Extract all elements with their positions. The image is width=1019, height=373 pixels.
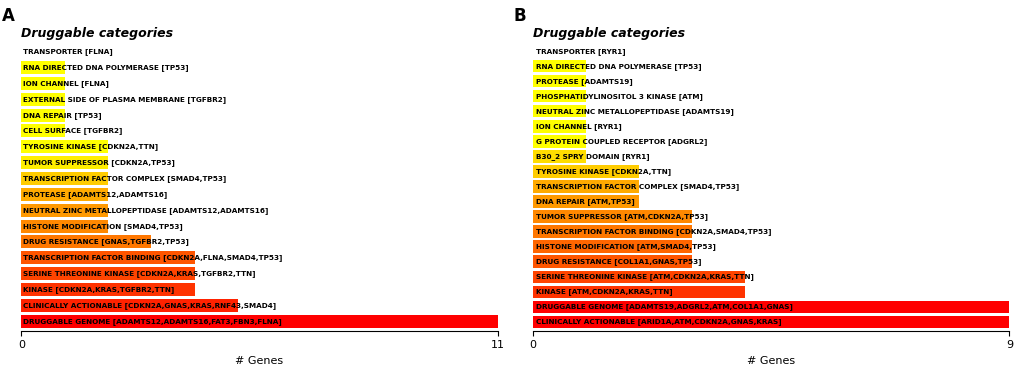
Bar [533,316,1009,328]
Text: KINASE [CDKN2A,KRAS,TGFBR2,TTN]: KINASE [CDKN2A,KRAS,TGFBR2,TTN] [23,286,174,293]
Text: PROTEASE [ADAMTS12,ADAMTS16]: PROTEASE [ADAMTS12,ADAMTS16] [23,191,167,198]
Bar [21,299,237,312]
Bar [533,120,585,132]
Bar [533,241,691,253]
Bar [533,256,691,268]
Text: Druggable categories: Druggable categories [533,26,685,40]
Bar [21,156,108,169]
Text: DNA REPAIR [TP53]: DNA REPAIR [TP53] [23,112,102,119]
Text: KINASE [ATM,CDKN2A,KRAS,TTN]: KINASE [ATM,CDKN2A,KRAS,TTN] [535,288,672,295]
Text: RNA DIRECTED DNA POLYMERASE [TP53]: RNA DIRECTED DNA POLYMERASE [TP53] [23,64,189,71]
Bar [21,77,64,90]
Text: CLINICALLY ACTIONABLE [CDKN2A,GNAS,KRAS,RNF43,SMAD4]: CLINICALLY ACTIONABLE [CDKN2A,GNAS,KRAS,… [23,302,276,309]
Bar [533,180,638,192]
Bar [21,204,108,217]
Text: TYROSINE KINASE [CDKN2A,TTN]: TYROSINE KINASE [CDKN2A,TTN] [535,168,671,175]
Text: Druggable categories: Druggable categories [21,26,173,40]
Bar [21,251,195,264]
Text: A: A [2,7,15,25]
Bar [533,90,585,103]
Text: ION CHANNEL [RYR1]: ION CHANNEL [RYR1] [535,123,621,130]
Bar [21,188,108,201]
Text: EXTERNAL SIDE OF PLASMA MEMBRANE [TGFBR2]: EXTERNAL SIDE OF PLASMA MEMBRANE [TGFBR2… [23,96,226,103]
Text: TRANSPORTER [RYR1]: TRANSPORTER [RYR1] [535,48,625,55]
Text: PROTEASE [ADAMTS19]: PROTEASE [ADAMTS19] [535,78,632,85]
Text: TRANSCRIPTION FACTOR BINDING [CDKN2A,FLNA,SMAD4,TP53]: TRANSCRIPTION FACTOR BINDING [CDKN2A,FLN… [23,254,282,261]
Text: TRANSCRIPTION FACTOR BINDING [CDKN2A,SMAD4,TP53]: TRANSCRIPTION FACTOR BINDING [CDKN2A,SMA… [535,228,770,235]
Text: RNA DIRECTED DNA POLYMERASE [TP53]: RNA DIRECTED DNA POLYMERASE [TP53] [535,63,701,70]
Bar [21,140,108,153]
Bar [533,75,585,87]
Bar [533,105,585,117]
Bar [21,125,64,138]
Text: G PROTEIN COUPLED RECEPTOR [ADGRL2]: G PROTEIN COUPLED RECEPTOR [ADGRL2] [535,138,706,145]
X-axis label: # Genes: # Genes [747,356,795,366]
Text: TRANSCRIPTION FACTOR COMPLEX [SMAD4,TP53]: TRANSCRIPTION FACTOR COMPLEX [SMAD4,TP53… [535,183,738,190]
Bar [21,235,151,248]
Bar [533,150,585,163]
Text: TYROSINE KINASE [CDKN2A,TTN]: TYROSINE KINASE [CDKN2A,TTN] [23,143,158,150]
Text: TUMOR SUPPRESSOR [ATM,CDKN2A,TP53]: TUMOR SUPPRESSOR [ATM,CDKN2A,TP53] [535,213,707,220]
Text: NEUTRAL ZINC METALLOPEPTIDASE [ADAMTS12,ADAMTS16]: NEUTRAL ZINC METALLOPEPTIDASE [ADAMTS12,… [23,207,269,214]
Bar [533,225,691,238]
Text: DRUG RESISTANCE [GNAS,TGFBR2,TP53]: DRUG RESISTANCE [GNAS,TGFBR2,TP53] [23,238,190,245]
Bar [533,210,691,223]
Bar [21,109,64,122]
Text: HISTONE MODIFICATION [ATM,SMAD4,TP53]: HISTONE MODIFICATION [ATM,SMAD4,TP53] [535,243,715,250]
Text: HISTONE MODIFICATION [SMAD4,TP53]: HISTONE MODIFICATION [SMAD4,TP53] [23,223,183,230]
Text: TRANSPORTER [FLNA]: TRANSPORTER [FLNA] [23,48,113,55]
Bar [533,135,585,148]
Text: DNA REPAIR [ATM,TP53]: DNA REPAIR [ATM,TP53] [535,198,634,205]
Bar [21,220,108,233]
Text: CELL SURFACE [TGFBR2]: CELL SURFACE [TGFBR2] [23,128,122,134]
Bar [533,195,638,208]
Bar [533,165,638,178]
Text: PHOSPHATIDYLINOSITOL 3 KINASE [ATM]: PHOSPHATIDYLINOSITOL 3 KINASE [ATM] [535,93,702,100]
Bar [21,61,64,74]
Bar [21,283,195,296]
Text: SERINE THREONINE KINASE [CDKN2A,KRAS,TGFBR2,TTN]: SERINE THREONINE KINASE [CDKN2A,KRAS,TGF… [23,270,256,277]
Bar [21,267,195,280]
Text: CLINICALLY ACTIONABLE [ARID1A,ATM,CDKN2A,GNAS,KRAS]: CLINICALLY ACTIONABLE [ARID1A,ATM,CDKN2A… [535,318,781,325]
Bar [533,270,744,283]
Text: SERINE THREONINE KINASE [ATM,CDKN2A,KRAS,TTN]: SERINE THREONINE KINASE [ATM,CDKN2A,KRAS… [535,273,753,280]
Text: DRUGGABLE GENOME [ADAMTS12,ADAMTS16,FAT3,FBN3,FLNA]: DRUGGABLE GENOME [ADAMTS12,ADAMTS16,FAT3… [23,318,282,325]
Bar [533,301,1009,313]
Text: DRUG RESISTANCE [COL1A1,GNAS,TP53]: DRUG RESISTANCE [COL1A1,GNAS,TP53] [535,258,700,265]
Text: B30_2 SPRY DOMAIN [RYR1]: B30_2 SPRY DOMAIN [RYR1] [535,153,649,160]
Text: B: B [514,7,526,25]
Text: TUMOR SUPPRESSOR [CDKN2A,TP53]: TUMOR SUPPRESSOR [CDKN2A,TP53] [23,159,175,166]
X-axis label: # Genes: # Genes [235,356,283,366]
Text: DRUGGABLE GENOME [ADAMTS19,ADGRL2,ATM,COL1A1,GNAS]: DRUGGABLE GENOME [ADAMTS19,ADGRL2,ATM,CO… [535,303,792,310]
Text: ION CHANNEL [FLNA]: ION CHANNEL [FLNA] [23,80,109,87]
Bar [21,172,108,185]
Bar [21,93,64,106]
Text: NEUTRAL ZINC METALLOPEPTIDASE [ADAMTS19]: NEUTRAL ZINC METALLOPEPTIDASE [ADAMTS19] [535,108,733,115]
Bar [533,60,585,72]
Bar [21,315,497,328]
Bar [533,286,744,298]
Text: TRANSCRIPTION FACTOR COMPLEX [SMAD4,TP53]: TRANSCRIPTION FACTOR COMPLEX [SMAD4,TP53… [23,175,226,182]
